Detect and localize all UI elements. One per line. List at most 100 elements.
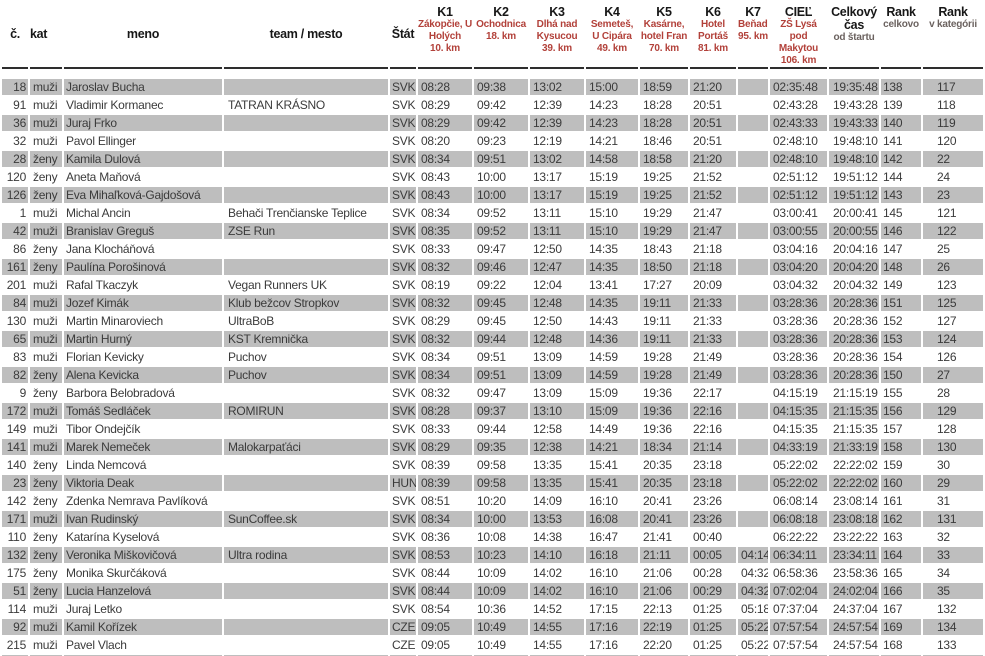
- cell-rankkat: 23: [923, 187, 983, 203]
- table-row: 83 muži Florian Kevicky Puchov SVK 08:34 09:51…: [2, 349, 983, 365]
- cell-celkovy: 23:22:22: [829, 529, 879, 545]
- results-table-header: č. kat meno team / mesto Štát K1 Zákopčie, U Ho…: [2, 2, 983, 69]
- cell-rankkat: 28: [923, 385, 983, 401]
- cell-k3: 14:52: [530, 601, 584, 617]
- cell-k1: 08:28: [418, 79, 472, 95]
- cell-k7: [738, 331, 768, 347]
- cell-k6: 21:33: [690, 295, 736, 311]
- column-header-cislo: č.: [2, 2, 28, 69]
- cell-rankkat: 120: [923, 133, 983, 149]
- cell-k5: 22:20: [640, 637, 688, 653]
- cell-k3: 13:11: [530, 223, 584, 239]
- cell-k3: 12:50: [530, 313, 584, 329]
- table-row: 142 ženy Zdenka Nemrava Pavlíková SVK 08:51 1…: [2, 493, 983, 509]
- cell-k3: 12:48: [530, 295, 584, 311]
- cell-cislo: 82: [2, 367, 28, 383]
- cell-team: Puchov: [224, 349, 388, 365]
- cell-rankkat: 130: [923, 439, 983, 455]
- cell-k4: 14:49: [586, 421, 638, 437]
- cell-stat: SVK: [390, 565, 416, 581]
- cell-k1: 08:29: [418, 439, 472, 455]
- cell-rankkat: 32: [923, 529, 983, 545]
- cell-kat: muži: [30, 619, 62, 635]
- cell-k2: 10:23: [474, 547, 528, 563]
- cell-k1: 08:43: [418, 169, 472, 185]
- cell-team: [224, 259, 388, 275]
- cell-celkovy: 23:34:11: [829, 547, 879, 563]
- cell-stat: SVK: [390, 79, 416, 95]
- cell-kat: ženy: [30, 151, 62, 167]
- cell-rankkat: 123: [923, 277, 983, 293]
- cell-team: [224, 619, 388, 635]
- column-title: team / mesto: [269, 27, 343, 41]
- cell-k5: 19:28: [640, 349, 688, 365]
- cell-k2: 09:35: [474, 439, 528, 455]
- cell-cislo: 110: [2, 529, 28, 545]
- cell-rankkat: 131: [923, 511, 983, 527]
- cell-k7: [738, 349, 768, 365]
- table-row: 28 ženy Kamila Dulová SVK 08:34 09:51 13:02 14:…: [2, 151, 983, 167]
- cell-kat: muži: [30, 331, 62, 347]
- cell-k2: 09:22: [474, 277, 528, 293]
- cell-kat: muži: [30, 97, 62, 113]
- cell-k5: 19:36: [640, 421, 688, 437]
- cell-rank: 147: [881, 241, 921, 257]
- cell-cislo: 132: [2, 547, 28, 563]
- column-header-k5: K5 Kasárne, hotel Fran 70. km: [640, 2, 688, 69]
- cell-kat: ženy: [30, 565, 62, 581]
- cell-stat: SVK: [390, 457, 416, 473]
- column-title: kat: [30, 27, 48, 41]
- cell-rank: 167: [881, 601, 921, 617]
- cell-k6: 23:26: [690, 511, 736, 527]
- cell-cislo: 91: [2, 97, 28, 113]
- cell-meno: Kamil Kořízek: [64, 619, 222, 635]
- cell-stat: CZE: [390, 637, 416, 653]
- column-title: K4: [604, 5, 620, 19]
- table-row: 9 ženy Barbora Belobradová SVK 08:32 09:47 13:…: [2, 385, 983, 401]
- cell-team: [224, 637, 388, 653]
- cell-k3: 13:35: [530, 475, 584, 491]
- table-row: 23 ženy Viktoria Deak HUN 08:39 09:58 13:35 15:…: [2, 475, 983, 491]
- cell-k2: 10:08: [474, 529, 528, 545]
- cell-cislo: 172: [2, 403, 28, 419]
- cell-ciel: 04:33:19: [770, 439, 827, 455]
- cell-cislo: 142: [2, 493, 28, 509]
- cell-k4: 14:21: [586, 439, 638, 455]
- cell-kat: ženy: [30, 457, 62, 473]
- cell-stat: SVK: [390, 511, 416, 527]
- cell-k2: 09:42: [474, 115, 528, 131]
- cell-celkovy: 20:28:36: [829, 367, 879, 383]
- cell-k6: 22:16: [690, 403, 736, 419]
- cell-k5: 20:35: [640, 475, 688, 491]
- cell-k4: 14:23: [586, 115, 638, 131]
- column-title: K7: [745, 5, 761, 19]
- cell-rank: 160: [881, 475, 921, 491]
- cell-team: [224, 151, 388, 167]
- column-header-k3: K3 Dlhá nad Kysucou 39. km: [530, 2, 584, 69]
- cell-meno: Linda Nemcová: [64, 457, 222, 473]
- cell-k6: 01:25: [690, 601, 736, 617]
- cell-k2: 10:20: [474, 493, 528, 509]
- cell-k7: [738, 241, 768, 257]
- cell-kat: muži: [30, 79, 62, 95]
- cell-k5: 19:29: [640, 205, 688, 221]
- cell-k3: 12:39: [530, 97, 584, 113]
- cell-k5: 19:29: [640, 223, 688, 239]
- cell-cislo: 201: [2, 277, 28, 293]
- column-title: Celkový: [831, 5, 877, 19]
- cell-k7: 05:22: [738, 619, 768, 635]
- table-row: 42 muži Branislav Greguš ZSE Run SVK 08:35 09:…: [2, 223, 983, 239]
- cell-k3: 12:04: [530, 277, 584, 293]
- cell-cislo: 92: [2, 619, 28, 635]
- cell-rankkat: 127: [923, 313, 983, 329]
- cell-k6: 21:49: [690, 367, 736, 383]
- cell-stat: SVK: [390, 97, 416, 113]
- cell-k3: 12:58: [530, 421, 584, 437]
- cell-k7: [738, 475, 768, 491]
- cell-k5: 19:11: [640, 331, 688, 347]
- cell-k6: 01:25: [690, 619, 736, 635]
- cell-rank: 155: [881, 385, 921, 401]
- cell-k7: [738, 295, 768, 311]
- column-title: K1: [437, 5, 453, 19]
- cell-k4: 15:09: [586, 385, 638, 401]
